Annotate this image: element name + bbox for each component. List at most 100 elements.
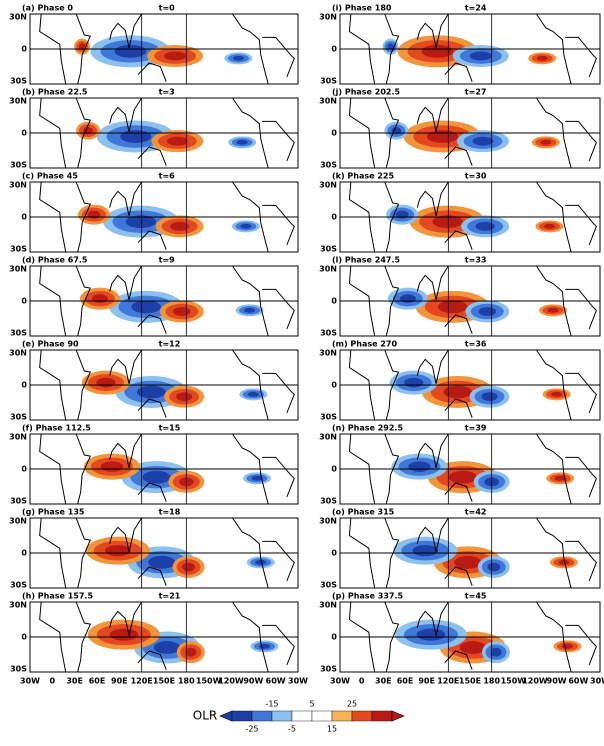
anomaly — [248, 392, 259, 397]
lon-label: 30W — [288, 677, 308, 686]
lon-label: 180 — [483, 677, 500, 686]
anomaly — [544, 224, 555, 229]
lat-label: 30S — [10, 497, 27, 506]
anomaly — [473, 137, 494, 146]
anomaly — [259, 644, 270, 649]
anomaly — [408, 461, 430, 471]
colorbar-swatch — [292, 711, 312, 721]
panel-time: t=45 — [465, 592, 487, 601]
colorbar-swatch — [252, 711, 272, 721]
anomaly — [412, 545, 438, 556]
lat-label: 30S — [320, 413, 337, 422]
lat-label: 30N — [319, 13, 337, 22]
panel-time: t=33 — [465, 256, 487, 265]
panel-label: (k) Phase 225 — [332, 172, 394, 181]
panel-label: (o) Phase 315 — [332, 508, 395, 517]
colorbar-label: -5 — [288, 725, 296, 734]
lat-label: 0 — [331, 465, 337, 474]
panel-time: t=27 — [465, 88, 487, 97]
anomaly — [233, 56, 244, 61]
anomaly — [143, 471, 171, 484]
anomaly — [96, 378, 115, 388]
lon-label: 0 — [50, 677, 56, 686]
anomaly — [454, 556, 481, 569]
colorbar-label: 25 — [347, 700, 357, 709]
anomaly — [137, 386, 166, 399]
lat-label: 30N — [9, 13, 27, 22]
panel-time: t=39 — [465, 424, 487, 433]
panel-label: (p) Phase 337.5 — [332, 592, 403, 601]
figure: (a) Phase 0t=030N030S(b) Phase 22.5t=330… — [0, 0, 604, 746]
lat-label: 30S — [10, 665, 27, 674]
lat-label: 0 — [21, 129, 27, 138]
lon-label: 30W — [590, 677, 604, 686]
lat-label: 30N — [9, 517, 27, 526]
colorbar-swatch — [372, 711, 392, 721]
lon-label: 90E — [418, 677, 435, 686]
panel-time: t=12 — [159, 340, 181, 349]
anomaly — [154, 641, 180, 654]
lon-label: 180 — [178, 677, 195, 686]
lon-label: 60W — [266, 677, 286, 686]
anomaly — [487, 563, 500, 572]
anomaly — [92, 294, 108, 303]
lat-label: 30N — [319, 97, 337, 106]
panel-time: t=9 — [159, 256, 176, 265]
lat-label: 30S — [320, 665, 337, 674]
lat-label: 30N — [9, 265, 27, 274]
panel-time: t=0 — [159, 4, 176, 13]
panel-label: (e) Phase 90 — [22, 340, 79, 349]
panel-label: (n) Phase 292.5 — [332, 424, 403, 433]
anomaly — [449, 471, 477, 484]
anomaly — [482, 392, 498, 401]
panel-label: (j) Phase 202.5 — [332, 88, 401, 97]
lat-label: 0 — [21, 297, 27, 306]
anomaly — [479, 307, 497, 316]
lat-label: 30N — [319, 265, 337, 274]
panel-time: t=6 — [159, 172, 176, 181]
colorbar-label: -15 — [265, 700, 278, 709]
panel-time: t=30 — [465, 172, 487, 181]
anomaly — [537, 56, 548, 61]
lat-label: 30S — [320, 581, 337, 590]
anomaly — [240, 224, 251, 229]
lat-label: 0 — [21, 213, 27, 222]
lon-label: 30E — [66, 677, 83, 686]
lat-label: 0 — [331, 633, 337, 642]
lon-label: 120E — [437, 677, 459, 686]
lat-label: 30S — [10, 413, 27, 422]
lat-label: 30N — [9, 181, 27, 190]
lat-label: 30N — [9, 433, 27, 442]
lat-label: 0 — [21, 381, 27, 390]
lat-label: 0 — [21, 45, 27, 54]
anomaly — [131, 300, 161, 313]
anomaly — [443, 386, 472, 399]
lon-label: 0 — [359, 677, 365, 686]
colorbar-label: 5 — [309, 700, 314, 709]
anomaly — [540, 140, 551, 145]
lon-label: 150E — [153, 677, 175, 686]
anomaly — [438, 300, 468, 313]
lat-label: 0 — [331, 45, 337, 54]
lon-label: 60W — [568, 677, 588, 686]
panel-label: (l) Phase 247.5 — [332, 256, 401, 265]
anomaly — [417, 629, 446, 641]
lat-label: 30N — [319, 349, 337, 358]
lon-label: 30E — [375, 677, 392, 686]
lat-label: 0 — [331, 297, 337, 306]
colorbar-label: 15 — [327, 725, 337, 734]
colorbar-title: OLR — [193, 709, 217, 723]
panel-label: (b) Phase 22.5 — [22, 88, 88, 97]
anomaly — [551, 392, 562, 397]
colorbar-label: -25 — [245, 725, 258, 734]
lat-label: 0 — [331, 381, 337, 390]
panel-label: (d) Phase 67.5 — [22, 256, 88, 265]
lon-label: 60E — [89, 677, 106, 686]
panel-time: t=36 — [465, 340, 487, 349]
anomaly — [547, 308, 558, 313]
lat-label: 30N — [319, 181, 337, 190]
panel-label: (h) Phase 157.5 — [22, 592, 93, 601]
lat-label: 30S — [10, 245, 27, 254]
anomaly — [400, 294, 416, 303]
colorbar-swatch — [332, 711, 352, 721]
